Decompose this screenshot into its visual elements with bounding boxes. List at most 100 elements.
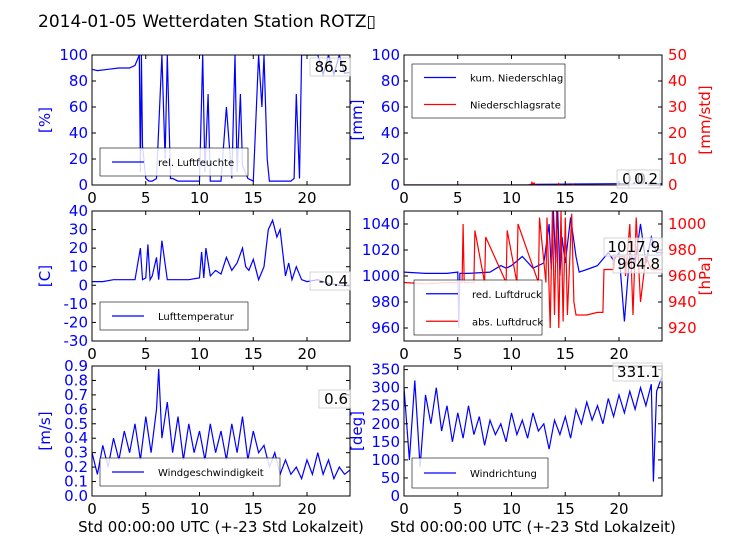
x-tick-label: 5: [141, 189, 151, 207]
y-tick-label: 0: [78, 176, 88, 194]
value-label-right-box: [628, 169, 661, 189]
y-tick-label: 0.9: [64, 357, 88, 375]
y-tick-label: 80: [69, 72, 88, 90]
x-tick-label: 0: [399, 189, 409, 207]
y-tick-label: 0.2: [64, 458, 88, 476]
x-tick-label: 20: [297, 189, 316, 207]
y-tick-label: 20: [69, 150, 88, 168]
y-right-tick-label: 30: [668, 98, 687, 116]
plot-area: [92, 368, 350, 481]
y-tick-label: 30: [69, 221, 88, 239]
y-right-tick-label: 50: [668, 46, 687, 64]
legend: Windrichtung: [411, 457, 549, 489]
value-label: -0.4: [319, 272, 348, 290]
y-right-tick-label: 20: [668, 124, 687, 142]
x-tick-label: 10: [190, 345, 209, 363]
chart-humidity: 0 5 10 15 20 0 20 40 60 80 100 [%] rel. Luftfeuchte 8…: [36, 46, 351, 207]
y-tick-label: 50: [381, 469, 400, 487]
x-tick-label: 10: [190, 189, 209, 207]
y-tick-label: 20: [69, 239, 88, 257]
y-tick-label: 1040: [362, 215, 400, 233]
legend-box: [411, 63, 566, 119]
y-tick-label: 350: [371, 361, 400, 379]
figure-title: 2014-01-05 Wetterdaten Station ROTZ▯: [38, 12, 376, 32]
y-axis-label: [C]: [36, 265, 54, 287]
legend-entry: kum. Niederschlag: [470, 74, 563, 85]
y-right-tick-label: 40: [668, 72, 687, 90]
x-tick-label: 5: [453, 189, 463, 207]
legend: Windgeschwindigkeit: [99, 457, 281, 487]
x-tick-label: 15: [244, 500, 263, 518]
y-tick-label: 150: [371, 433, 400, 451]
y-tick-label: 10: [69, 258, 88, 276]
series-line-wind-speed-0: [92, 368, 350, 481]
y-axis-label: [m/s]: [36, 411, 54, 450]
y-axis-label-right: [mm/std]: [696, 85, 714, 154]
x-tick-label: 20: [609, 500, 628, 518]
x-tick-label: 15: [244, 345, 263, 363]
value-label: 1017.9: [608, 238, 661, 256]
value-label-right: 0.2: [634, 170, 658, 188]
value-label-right: 964.8: [617, 255, 660, 273]
y-tick-label: 0: [390, 176, 400, 194]
legend-entry: rel. Luftfeuchte: [158, 158, 234, 169]
x-tick-label: 0: [87, 500, 97, 518]
x-tick-label: 20: [297, 345, 316, 363]
value-label: 0.6: [324, 390, 348, 408]
x-tick-label: 0: [87, 189, 97, 207]
x-tick-label: 20: [609, 189, 628, 207]
y-tick-label: 300: [371, 379, 400, 397]
y-tick-label: 0.6: [64, 400, 88, 418]
chart-pressure: 0 5 10 15 20 960 980 1000 1020 1040 920 940 960 980 10…: [362, 210, 714, 363]
y-tick-label: 1020: [362, 241, 400, 259]
value-label: 331.1: [617, 363, 660, 381]
x-tick-label: 5: [141, 500, 151, 518]
y-tick-label: 20: [381, 150, 400, 168]
y-tick-label: 0.7: [64, 386, 88, 404]
x-tick-label: 0: [399, 345, 409, 363]
x-tick-label: 0: [399, 500, 409, 518]
chart-precipitation: 0 5 10 15 20 0 20 40 60 80 100 0 10 20 30 40 50 [mm] [mm/s…: [348, 46, 714, 207]
x-tick-label: 15: [556, 345, 575, 363]
x-tick-label: 10: [502, 345, 521, 363]
value-label-box: [318, 389, 351, 409]
x-axis-label: Std 00:00:00 UTC (+-23 Std Lokalzeit): [390, 518, 676, 536]
legend-box: [413, 279, 543, 336]
legend-entry: Windgeschwindigkeit: [158, 468, 264, 479]
y-tick-label: 980: [371, 293, 400, 311]
legend: red. Luftdruck abs. Luftdruck: [413, 279, 543, 336]
plot-area: [92, 218, 350, 287]
x-tick-label: 10: [502, 500, 521, 518]
value-label: 86.5: [315, 58, 348, 76]
x-tick-label: 5: [141, 345, 151, 363]
legend: kum. Niederschlag Niederschlagsrate: [411, 63, 566, 119]
y-tick-label: 0.3: [64, 444, 88, 462]
x-tick-label: 10: [502, 189, 521, 207]
chart-wind-speed: 0 5 10 15 200.00.10.20.30.40.50.60.70.80.9[m…: [36, 357, 364, 536]
y-axis-label: [%]: [36, 107, 54, 133]
x-tick-label: 15: [244, 189, 263, 207]
series-line-wind-direction-0: [404, 376, 662, 482]
x-axis-label: Std 00:00:00 UTC (+-23 Std Lokalzeit): [78, 518, 364, 536]
y-tick-label: 100: [371, 46, 400, 64]
x-tick-label: 5: [453, 345, 463, 363]
y-tick-label: 200: [371, 415, 400, 433]
x-tick-label: 5: [453, 500, 463, 518]
y-tick-label: 0.4: [64, 429, 88, 447]
y-right-tick-label: 980: [668, 241, 697, 259]
y-tick-label: -30: [64, 332, 89, 350]
axes-frame: [91, 365, 351, 497]
y-tick-label: 0.1: [64, 473, 88, 491]
y-tick-label: 250: [371, 397, 400, 415]
y-tick-label: 60: [381, 98, 400, 116]
y-tick-label: 0: [390, 487, 400, 505]
value-label-box: [612, 362, 663, 382]
x-tick-label: 20: [297, 500, 316, 518]
legend-entry: red. Luftdruck: [472, 290, 542, 301]
axes-frame: [403, 54, 663, 186]
plot-area: [404, 376, 662, 482]
value-label-box: [309, 271, 351, 291]
y-tick-label: 40: [69, 124, 88, 142]
y-tick-label: 0.5: [64, 415, 88, 433]
